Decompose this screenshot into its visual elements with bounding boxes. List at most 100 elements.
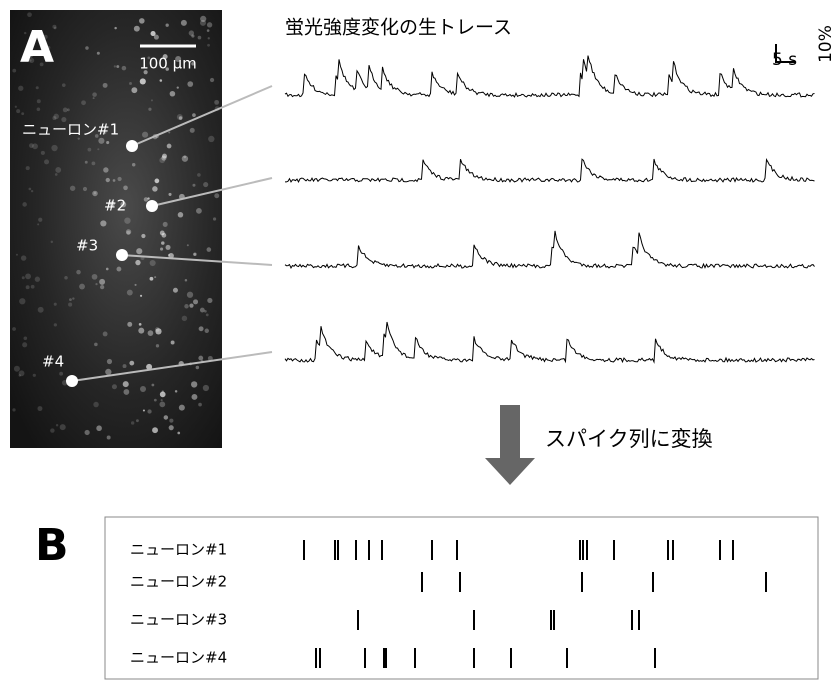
speck xyxy=(36,86,39,89)
speck xyxy=(51,145,57,151)
speck xyxy=(83,187,87,191)
speck xyxy=(127,322,132,327)
speck xyxy=(60,424,66,430)
trace xyxy=(285,56,815,97)
speck xyxy=(140,78,146,84)
speck xyxy=(193,253,196,256)
speck xyxy=(16,254,18,256)
speck xyxy=(213,217,216,220)
speck xyxy=(168,193,171,196)
speck xyxy=(166,245,171,250)
speck xyxy=(208,136,214,142)
speck xyxy=(134,284,136,286)
time-scale: 5 s xyxy=(772,50,797,70)
scale-bar-label: 100 μm xyxy=(139,55,197,73)
speck xyxy=(92,274,98,280)
speck xyxy=(192,184,195,187)
speck xyxy=(178,212,184,218)
speck xyxy=(55,167,61,173)
speck xyxy=(15,106,17,108)
speck xyxy=(193,299,198,304)
speck xyxy=(85,430,90,435)
speck xyxy=(85,46,89,50)
speck xyxy=(113,179,116,182)
traces-title: 蛍光強度変化の生トレース xyxy=(285,17,512,39)
speck xyxy=(103,167,108,172)
speck xyxy=(170,91,176,97)
speck xyxy=(127,290,133,296)
speck xyxy=(169,425,174,430)
neuron-label: #3 xyxy=(76,237,98,255)
trace xyxy=(285,322,815,362)
speck xyxy=(187,292,193,298)
speck xyxy=(68,303,72,307)
speck xyxy=(173,288,178,293)
speck xyxy=(135,260,140,265)
speck xyxy=(138,328,144,334)
speck xyxy=(79,284,85,290)
speck xyxy=(69,298,72,301)
speck xyxy=(85,161,88,164)
speck xyxy=(155,327,160,332)
speck xyxy=(214,100,219,105)
speck xyxy=(21,255,26,260)
speck xyxy=(114,65,116,67)
speck xyxy=(54,27,57,30)
speck xyxy=(197,173,201,177)
speck xyxy=(112,384,117,389)
arrow xyxy=(485,405,535,485)
speck xyxy=(198,356,203,361)
speck xyxy=(182,155,188,161)
speck xyxy=(98,138,104,144)
speck xyxy=(144,197,148,201)
speck xyxy=(163,222,168,227)
speck xyxy=(35,277,40,282)
row-label: ニューロン#4 xyxy=(130,649,227,667)
page: A 100 μm ニューロン#1 #2 #3 #4 蛍光強度変化の生トレース 5… xyxy=(0,0,838,684)
speck xyxy=(26,166,30,170)
speck xyxy=(161,241,164,244)
speck xyxy=(107,436,111,440)
speck xyxy=(31,190,33,192)
speck xyxy=(26,285,30,289)
speck xyxy=(150,260,156,266)
speck xyxy=(123,364,127,368)
speck xyxy=(167,144,172,149)
speck xyxy=(181,20,187,26)
speck xyxy=(76,270,81,275)
speck xyxy=(55,173,58,176)
speck xyxy=(191,381,197,387)
speck xyxy=(160,79,163,82)
speck xyxy=(189,304,193,308)
speck xyxy=(100,220,106,226)
speck xyxy=(185,279,187,281)
speck xyxy=(136,248,142,254)
speck xyxy=(214,193,219,198)
trace xyxy=(285,231,815,268)
speck xyxy=(37,107,41,111)
speck xyxy=(99,279,105,285)
speck xyxy=(21,112,24,115)
speck xyxy=(177,432,180,435)
speck xyxy=(12,408,15,411)
speck xyxy=(25,273,31,279)
speck xyxy=(154,399,157,402)
speck xyxy=(191,34,194,37)
speck xyxy=(206,314,209,317)
speck xyxy=(29,188,32,191)
row-label: ニューロン#3 xyxy=(130,611,227,629)
neuron-label: #2 xyxy=(104,197,126,215)
speck xyxy=(50,428,54,432)
speck xyxy=(38,307,44,313)
speck xyxy=(123,186,128,191)
speck xyxy=(177,114,183,120)
speck xyxy=(204,310,207,313)
speck xyxy=(16,109,20,113)
speck xyxy=(182,316,187,321)
speck xyxy=(62,83,66,87)
speck xyxy=(162,154,167,159)
speck xyxy=(190,128,195,133)
speck xyxy=(147,409,151,413)
speck xyxy=(52,116,56,120)
amp-scale: 10% xyxy=(816,25,836,63)
